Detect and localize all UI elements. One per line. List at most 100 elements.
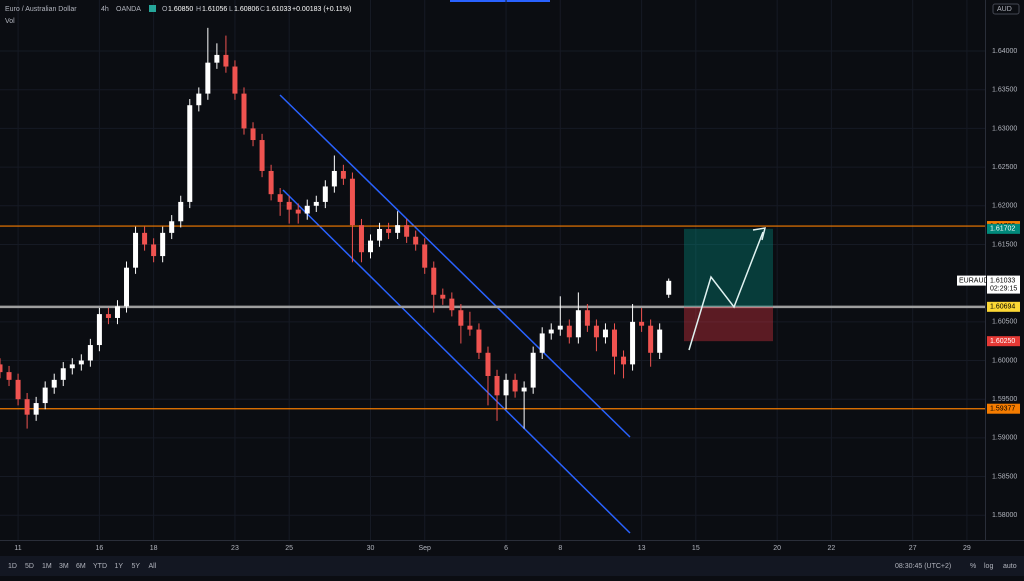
currency-button[interactable] bbox=[992, 3, 1020, 15]
target-label: 1.61702 bbox=[990, 226, 1015, 233]
body bbox=[611, 329, 617, 357]
candle bbox=[449, 292, 455, 317]
candle bbox=[485, 346, 491, 406]
candle bbox=[151, 238, 157, 263]
body bbox=[96, 314, 102, 346]
body bbox=[377, 228, 383, 241]
range-button[interactable]: 5Y bbox=[132, 563, 141, 570]
range-button[interactable]: 1Y bbox=[115, 563, 124, 570]
candle bbox=[458, 304, 464, 344]
h-label: H bbox=[196, 6, 201, 13]
range-button[interactable]: YTD bbox=[93, 563, 107, 570]
body bbox=[33, 403, 39, 415]
candle bbox=[42, 381, 48, 410]
scale-option[interactable]: log bbox=[984, 563, 993, 570]
body bbox=[277, 194, 283, 202]
target-tag bbox=[987, 223, 1020, 234]
body bbox=[232, 66, 238, 94]
body bbox=[268, 170, 274, 195]
body bbox=[223, 54, 229, 67]
candle bbox=[548, 323, 554, 340]
y-tick-label: 1.60000 bbox=[992, 357, 1017, 364]
body bbox=[512, 379, 518, 392]
channel-upper bbox=[279, 94, 631, 438]
open: 1.60850 bbox=[168, 6, 193, 13]
y-tick-label: 1.59500 bbox=[992, 396, 1017, 403]
scale-option[interactable]: auto bbox=[1003, 563, 1017, 570]
candle bbox=[69, 358, 75, 375]
candle bbox=[593, 319, 599, 352]
body bbox=[349, 178, 355, 226]
body bbox=[648, 325, 654, 353]
body bbox=[476, 329, 482, 353]
body bbox=[160, 232, 166, 257]
candle bbox=[413, 230, 419, 251]
body bbox=[69, 364, 75, 369]
body bbox=[51, 379, 57, 388]
x-tick-label: 8 bbox=[558, 545, 562, 552]
range-button[interactable]: 1M bbox=[42, 563, 52, 570]
candle bbox=[368, 234, 374, 259]
stop-tag bbox=[987, 336, 1020, 347]
symbol: Euro / Australian Dollar bbox=[5, 6, 77, 13]
body bbox=[440, 294, 446, 299]
body bbox=[133, 232, 139, 268]
candle bbox=[205, 27, 211, 100]
body bbox=[449, 298, 455, 311]
candle bbox=[431, 261, 437, 313]
y-tick-label: 1.61500 bbox=[992, 241, 1017, 248]
toolbar: 1D 5D 1M 3M 6M YTD 1Y 5Y All 08:30:45 (UTC+2)% log… bbox=[8, 563, 1017, 570]
last-price-tag bbox=[987, 275, 1020, 294]
candle bbox=[422, 238, 428, 274]
body bbox=[639, 321, 645, 326]
body bbox=[630, 321, 636, 365]
last-price-symbol-tag bbox=[957, 275, 986, 286]
body bbox=[358, 225, 364, 253]
candle bbox=[87, 338, 93, 367]
body bbox=[621, 356, 627, 365]
range-button[interactable]: 3M bbox=[59, 563, 69, 570]
source: OANDA bbox=[116, 6, 141, 13]
x-tick-label: 25 bbox=[285, 545, 293, 552]
x-tick-label: Sep bbox=[418, 545, 431, 552]
top-accent bbox=[450, 0, 550, 2]
x-tick-label: 27 bbox=[909, 545, 917, 552]
body bbox=[15, 379, 21, 400]
candle bbox=[259, 133, 265, 178]
candle bbox=[178, 195, 184, 228]
y-tick-label: 1.62000 bbox=[992, 203, 1017, 210]
clock: 08:30:45 (UTC+2) bbox=[895, 563, 951, 570]
range-button[interactable]: 1D bbox=[8, 563, 17, 570]
candle bbox=[630, 304, 636, 371]
body bbox=[78, 360, 84, 365]
stop-zone bbox=[684, 306, 773, 342]
range-button[interactable]: 6M bbox=[76, 563, 86, 570]
bottom-toolbar bbox=[0, 556, 1024, 576]
y-tick-label: 1.58500 bbox=[992, 473, 1017, 480]
candle bbox=[232, 60, 238, 100]
candle bbox=[666, 278, 672, 298]
body bbox=[467, 325, 473, 330]
candle bbox=[223, 35, 229, 73]
currency[interactable]: AUD bbox=[997, 6, 1012, 13]
range-button[interactable]: 5D bbox=[25, 563, 34, 570]
body bbox=[196, 93, 202, 106]
candle bbox=[214, 43, 220, 69]
candle bbox=[639, 307, 645, 332]
candle bbox=[611, 323, 617, 375]
candle bbox=[657, 323, 663, 359]
y-tick-label: 1.63000 bbox=[992, 125, 1017, 132]
scale-option[interactable]: % bbox=[970, 563, 976, 570]
volume: Vol bbox=[5, 18, 15, 25]
body bbox=[151, 244, 157, 257]
candle bbox=[395, 211, 401, 240]
close: 1.61033 bbox=[266, 6, 291, 13]
candle bbox=[621, 350, 627, 379]
body bbox=[584, 310, 590, 326]
range-button[interactable]: All bbox=[149, 563, 157, 570]
body bbox=[395, 225, 401, 233]
last-price-symbol: EURAUD bbox=[959, 277, 989, 284]
candle bbox=[331, 155, 337, 193]
change: +0.00183 (+0.11%) bbox=[292, 6, 351, 13]
target-zone bbox=[684, 228, 773, 307]
